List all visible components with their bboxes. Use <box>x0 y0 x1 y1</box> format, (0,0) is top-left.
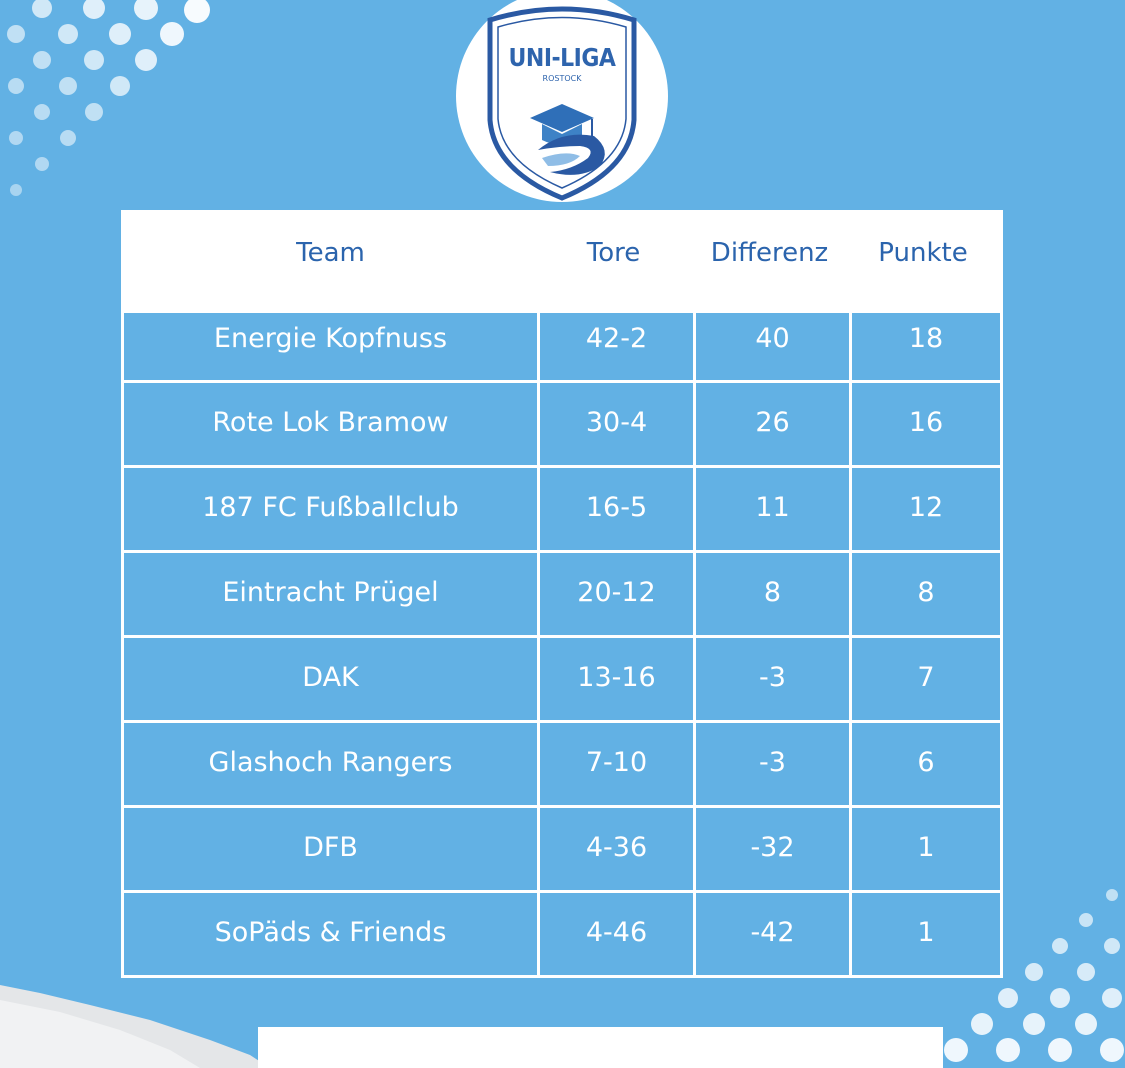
cell-differenz: 40 <box>755 323 790 354</box>
cell-differenz: -42 <box>750 917 795 948</box>
shield-logo-icon <box>487 6 637 201</box>
row-divider <box>124 550 1000 553</box>
standings-table: Team Tore Differenz Punkte Energie Kopfn… <box>121 210 1003 978</box>
table-row: DAK 13-16 -3 7 <box>124 638 1000 720</box>
table-body: Energie Kopfnuss 42-2 40 18 Rote Lok Bra… <box>121 310 1003 978</box>
table-row: Eintracht Prügel 20-12 8 8 <box>124 553 1000 635</box>
cell-differenz: 26 <box>755 407 790 438</box>
cell-differenz: 8 <box>763 577 782 608</box>
cell-punkte: 7 <box>917 662 935 693</box>
cell-team: DFB <box>303 832 358 863</box>
table-row: Energie Kopfnuss 42-2 40 18 <box>124 299 1000 381</box>
header-differenz: Differenz <box>710 238 829 268</box>
column-divider <box>693 313 696 975</box>
table-row: DFB 4-36 -32 1 <box>124 808 1000 890</box>
cell-differenz: -3 <box>759 747 786 778</box>
cell-team: Glashoch Rangers <box>208 747 453 778</box>
cell-differenz: -3 <box>759 662 786 693</box>
cell-punkte: 18 <box>908 323 944 354</box>
column-divider <box>537 313 540 975</box>
cell-tore: 42-2 <box>585 323 648 354</box>
cell-tore: 7-10 <box>585 747 648 778</box>
row-divider <box>124 805 1000 808</box>
table-row: SoPäds & Friends 4-46 -42 1 <box>124 893 1000 975</box>
table-row: 187 FC Fußballclub 16-5 11 12 <box>124 468 1000 550</box>
row-divider <box>124 890 1000 893</box>
logo-subtitle: ROSTOCK <box>542 74 582 83</box>
logo-title: UNI-LIGA <box>508 44 616 73</box>
header-team: Team <box>296 238 365 268</box>
row-divider <box>124 380 1000 383</box>
table-row: Glashoch Rangers 7-10 -3 6 <box>124 723 1000 805</box>
row-divider <box>124 720 1000 723</box>
column-divider <box>849 313 852 975</box>
table-header: Team Tore Differenz Punkte <box>121 210 1003 310</box>
cell-tore: 20-12 <box>577 577 656 608</box>
cell-punkte: 12 <box>908 492 944 523</box>
cell-punkte: 8 <box>917 577 935 608</box>
cell-punkte: 6 <box>917 747 935 778</box>
table-row: Rote Lok Bramow 30-4 26 16 <box>124 383 1000 465</box>
cell-team: Rote Lok Bramow <box>212 407 449 438</box>
cell-tore: 4-46 <box>585 917 648 948</box>
cell-team: Energie Kopfnuss <box>213 323 448 354</box>
row-divider <box>124 635 1000 638</box>
header-punkte: Punkte <box>878 238 968 268</box>
cell-tore: 13-16 <box>577 662 656 693</box>
cell-punkte: 16 <box>908 407 944 438</box>
cell-tore: 30-4 <box>585 407 648 438</box>
cell-tore: 4-36 <box>585 832 648 863</box>
header-tore: Tore <box>586 238 641 268</box>
cell-team: SoPäds & Friends <box>214 917 447 948</box>
cell-team: DAK <box>302 662 359 693</box>
cell-differenz: -32 <box>750 832 795 863</box>
cell-punkte: 1 <box>917 917 935 948</box>
cell-punkte: 1 <box>917 832 935 863</box>
cell-tore: 16-5 <box>585 492 648 523</box>
cell-team: 187 FC Fußballclub <box>202 492 459 523</box>
cell-differenz: 11 <box>755 492 790 523</box>
cell-team: Eintracht Prügel <box>222 577 439 608</box>
row-divider <box>124 465 1000 468</box>
